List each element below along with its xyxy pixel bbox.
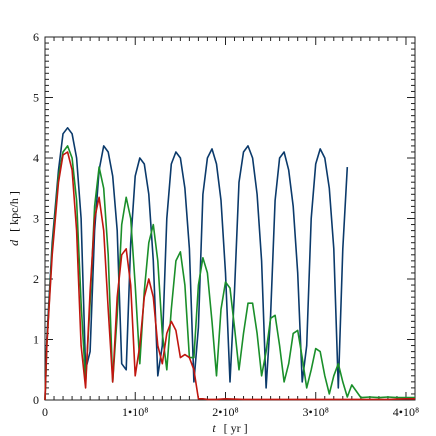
x-tick-label: 4•10⁸ — [393, 405, 419, 419]
y-tick-label: 5 — [33, 91, 39, 105]
y-axis-title: d [ kpc/h ] — [7, 191, 21, 246]
y-axis-variable: d — [7, 239, 21, 246]
y-tick-label: 2 — [33, 272, 39, 286]
series-line-1 — [44, 127, 349, 401]
series-line-3 — [44, 151, 415, 401]
x-tick-label: 1•10⁸ — [122, 405, 148, 419]
x-axis-variable: t — [212, 421, 216, 435]
series-line-2 — [44, 145, 415, 401]
y-tick-labels: 0 1 2 3 4 5 6 — [33, 30, 39, 407]
minor-ticks — [45, 37, 416, 400]
x-tick-label: 3•10⁸ — [303, 405, 329, 419]
y-axis-unit: [ kpc/h ] — [7, 191, 21, 232]
y-tick-label: 6 — [33, 30, 39, 44]
x-tick-label: 0 — [42, 405, 48, 419]
series-layer — [44, 127, 415, 401]
x-tick-label: 2•10⁸ — [212, 405, 238, 419]
y-tick-label: 1 — [33, 333, 39, 347]
x-axis-title: t [ yr ] — [212, 421, 247, 435]
x-tick-labels: 0 1•10⁸ 2•10⁸ 3•10⁸ 4•10⁸ — [42, 405, 419, 419]
y-tick-label: 0 — [33, 393, 39, 407]
x-axis-unit: [ yr ] — [224, 421, 248, 435]
y-tick-label: 3 — [33, 212, 39, 226]
y-tick-label: 4 — [33, 151, 39, 165]
